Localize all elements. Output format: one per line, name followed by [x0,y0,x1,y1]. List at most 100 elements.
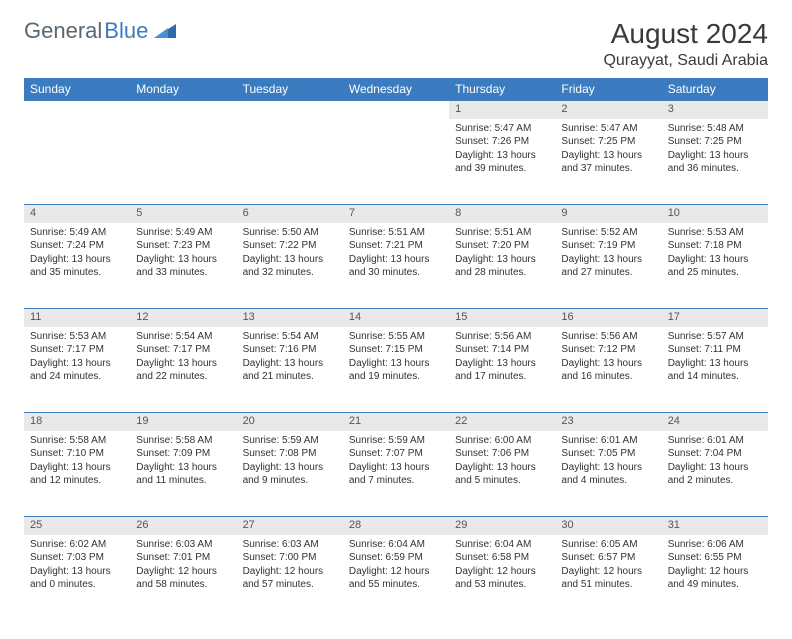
sunset-text: Sunset: 7:15 PM [349,343,443,357]
day-number: 24 [662,413,768,431]
day-cell [24,119,130,205]
day-cell: Sunrise: 5:56 AMSunset: 7:12 PMDaylight:… [555,327,661,413]
weekday-header: Friday [555,78,661,101]
day-cell: Sunrise: 5:54 AMSunset: 7:17 PMDaylight:… [130,327,236,413]
sunset-text: Sunset: 6:59 PM [349,551,443,565]
day-cell: Sunrise: 6:03 AMSunset: 7:01 PMDaylight:… [130,535,236,621]
day-number: 5 [130,205,236,223]
daylight-text: Daylight: 13 hours and 0 minutes. [30,565,124,592]
sunrise-text: Sunrise: 5:56 AM [561,330,655,344]
sunset-text: Sunset: 7:16 PM [243,343,337,357]
day-number: 11 [24,309,130,327]
daylight-text: Daylight: 13 hours and 39 minutes. [455,149,549,176]
day-number: 12 [130,309,236,327]
day-cell: Sunrise: 5:51 AMSunset: 7:20 PMDaylight:… [449,223,555,309]
day-number: 17 [662,309,768,327]
day-cell: Sunrise: 6:04 AMSunset: 6:59 PMDaylight:… [343,535,449,621]
sunset-text: Sunset: 7:24 PM [30,239,124,253]
day-number: 8 [449,205,555,223]
weekday-header: Monday [130,78,236,101]
sunrise-text: Sunrise: 5:59 AM [243,434,337,448]
day-number: 26 [130,517,236,535]
sunrise-text: Sunrise: 6:03 AM [243,538,337,552]
sunset-text: Sunset: 7:08 PM [243,447,337,461]
day-content-row: Sunrise: 5:47 AMSunset: 7:26 PMDaylight:… [24,119,768,205]
day-cell: Sunrise: 5:50 AMSunset: 7:22 PMDaylight:… [237,223,343,309]
sunrise-text: Sunrise: 5:49 AM [30,226,124,240]
sunset-text: Sunset: 7:20 PM [455,239,549,253]
day-number: 1 [449,101,555,119]
day-number: 27 [237,517,343,535]
sunset-text: Sunset: 7:07 PM [349,447,443,461]
day-number [130,101,236,119]
daynum-row: 45678910 [24,205,768,223]
sunset-text: Sunset: 7:14 PM [455,343,549,357]
daynum-row: 18192021222324 [24,413,768,431]
day-cell: Sunrise: 6:06 AMSunset: 6:55 PMDaylight:… [662,535,768,621]
calendar-page: GeneralBlue August 2024 Qurayyat, Saudi … [0,0,792,639]
daylight-text: Daylight: 13 hours and 2 minutes. [668,461,762,488]
day-number: 20 [237,413,343,431]
day-number: 29 [449,517,555,535]
sunrise-text: Sunrise: 6:04 AM [349,538,443,552]
day-content-row: Sunrise: 5:49 AMSunset: 7:24 PMDaylight:… [24,223,768,309]
daylight-text: Daylight: 13 hours and 16 minutes. [561,357,655,384]
sunrise-text: Sunrise: 5:58 AM [136,434,230,448]
day-cell [343,119,449,205]
sunrise-text: Sunrise: 5:56 AM [455,330,549,344]
sunset-text: Sunset: 7:26 PM [455,135,549,149]
day-content-row: Sunrise: 6:02 AMSunset: 7:03 PMDaylight:… [24,535,768,621]
daylight-text: Daylight: 13 hours and 5 minutes. [455,461,549,488]
weekday-header: Saturday [662,78,768,101]
day-cell: Sunrise: 5:53 AMSunset: 7:18 PMDaylight:… [662,223,768,309]
daylight-text: Daylight: 13 hours and 35 minutes. [30,253,124,280]
daylight-text: Daylight: 13 hours and 32 minutes. [243,253,337,280]
logo-triangle-icon [154,18,176,44]
daynum-row: 123 [24,101,768,119]
sunset-text: Sunset: 7:25 PM [561,135,655,149]
day-number: 21 [343,413,449,431]
day-content-row: Sunrise: 5:53 AMSunset: 7:17 PMDaylight:… [24,327,768,413]
daylight-text: Daylight: 13 hours and 36 minutes. [668,149,762,176]
day-cell: Sunrise: 6:05 AMSunset: 6:57 PMDaylight:… [555,535,661,621]
day-number: 23 [555,413,661,431]
day-number: 6 [237,205,343,223]
day-cell: Sunrise: 5:51 AMSunset: 7:21 PMDaylight:… [343,223,449,309]
day-number: 31 [662,517,768,535]
weekday-header: Wednesday [343,78,449,101]
sunset-text: Sunset: 7:06 PM [455,447,549,461]
sunrise-text: Sunrise: 6:06 AM [668,538,762,552]
daylight-text: Daylight: 13 hours and 28 minutes. [455,253,549,280]
daylight-text: Daylight: 13 hours and 33 minutes. [136,253,230,280]
day-cell: Sunrise: 5:59 AMSunset: 7:08 PMDaylight:… [237,431,343,517]
sunrise-text: Sunrise: 5:57 AM [668,330,762,344]
daylight-text: Daylight: 13 hours and 24 minutes. [30,357,124,384]
sunrise-text: Sunrise: 5:48 AM [668,122,762,136]
sunset-text: Sunset: 6:57 PM [561,551,655,565]
daylight-text: Daylight: 13 hours and 11 minutes. [136,461,230,488]
day-cell: Sunrise: 5:59 AMSunset: 7:07 PMDaylight:… [343,431,449,517]
daylight-text: Daylight: 13 hours and 4 minutes. [561,461,655,488]
day-number: 30 [555,517,661,535]
brand-logo: GeneralBlue [24,18,176,44]
day-number: 19 [130,413,236,431]
sunset-text: Sunset: 7:09 PM [136,447,230,461]
sunrise-text: Sunrise: 6:02 AM [30,538,124,552]
daylight-text: Daylight: 12 hours and 57 minutes. [243,565,337,592]
day-cell: Sunrise: 5:54 AMSunset: 7:16 PMDaylight:… [237,327,343,413]
sunrise-text: Sunrise: 6:00 AM [455,434,549,448]
sunrise-text: Sunrise: 5:53 AM [30,330,124,344]
sunrise-text: Sunrise: 5:55 AM [349,330,443,344]
day-number: 16 [555,309,661,327]
sunset-text: Sunset: 7:25 PM [668,135,762,149]
sunset-text: Sunset: 7:19 PM [561,239,655,253]
day-number: 28 [343,517,449,535]
daylight-text: Daylight: 13 hours and 25 minutes. [668,253,762,280]
day-cell [130,119,236,205]
day-cell: Sunrise: 5:47 AMSunset: 7:26 PMDaylight:… [449,119,555,205]
daylight-text: Daylight: 12 hours and 49 minutes. [668,565,762,592]
day-number: 7 [343,205,449,223]
sunset-text: Sunset: 7:05 PM [561,447,655,461]
day-cell: Sunrise: 5:49 AMSunset: 7:24 PMDaylight:… [24,223,130,309]
sunrise-text: Sunrise: 5:51 AM [455,226,549,240]
